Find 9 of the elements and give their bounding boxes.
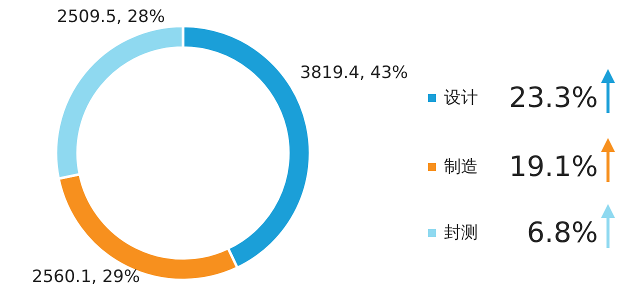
legend-label: 设计 — [444, 88, 478, 108]
text: 19.1% — [509, 150, 598, 183]
data-label: 3819.4, 43% — [300, 63, 408, 83]
data-label: 2509.5, 28% — [56, 7, 165, 27]
data-label: 2560.1, 29% — [32, 267, 140, 287]
legend-label: 封测 — [444, 223, 478, 243]
legend-label: 制造 — [444, 157, 478, 177]
text: 23.3% — [509, 81, 598, 114]
text: 6.8% — [526, 216, 598, 249]
